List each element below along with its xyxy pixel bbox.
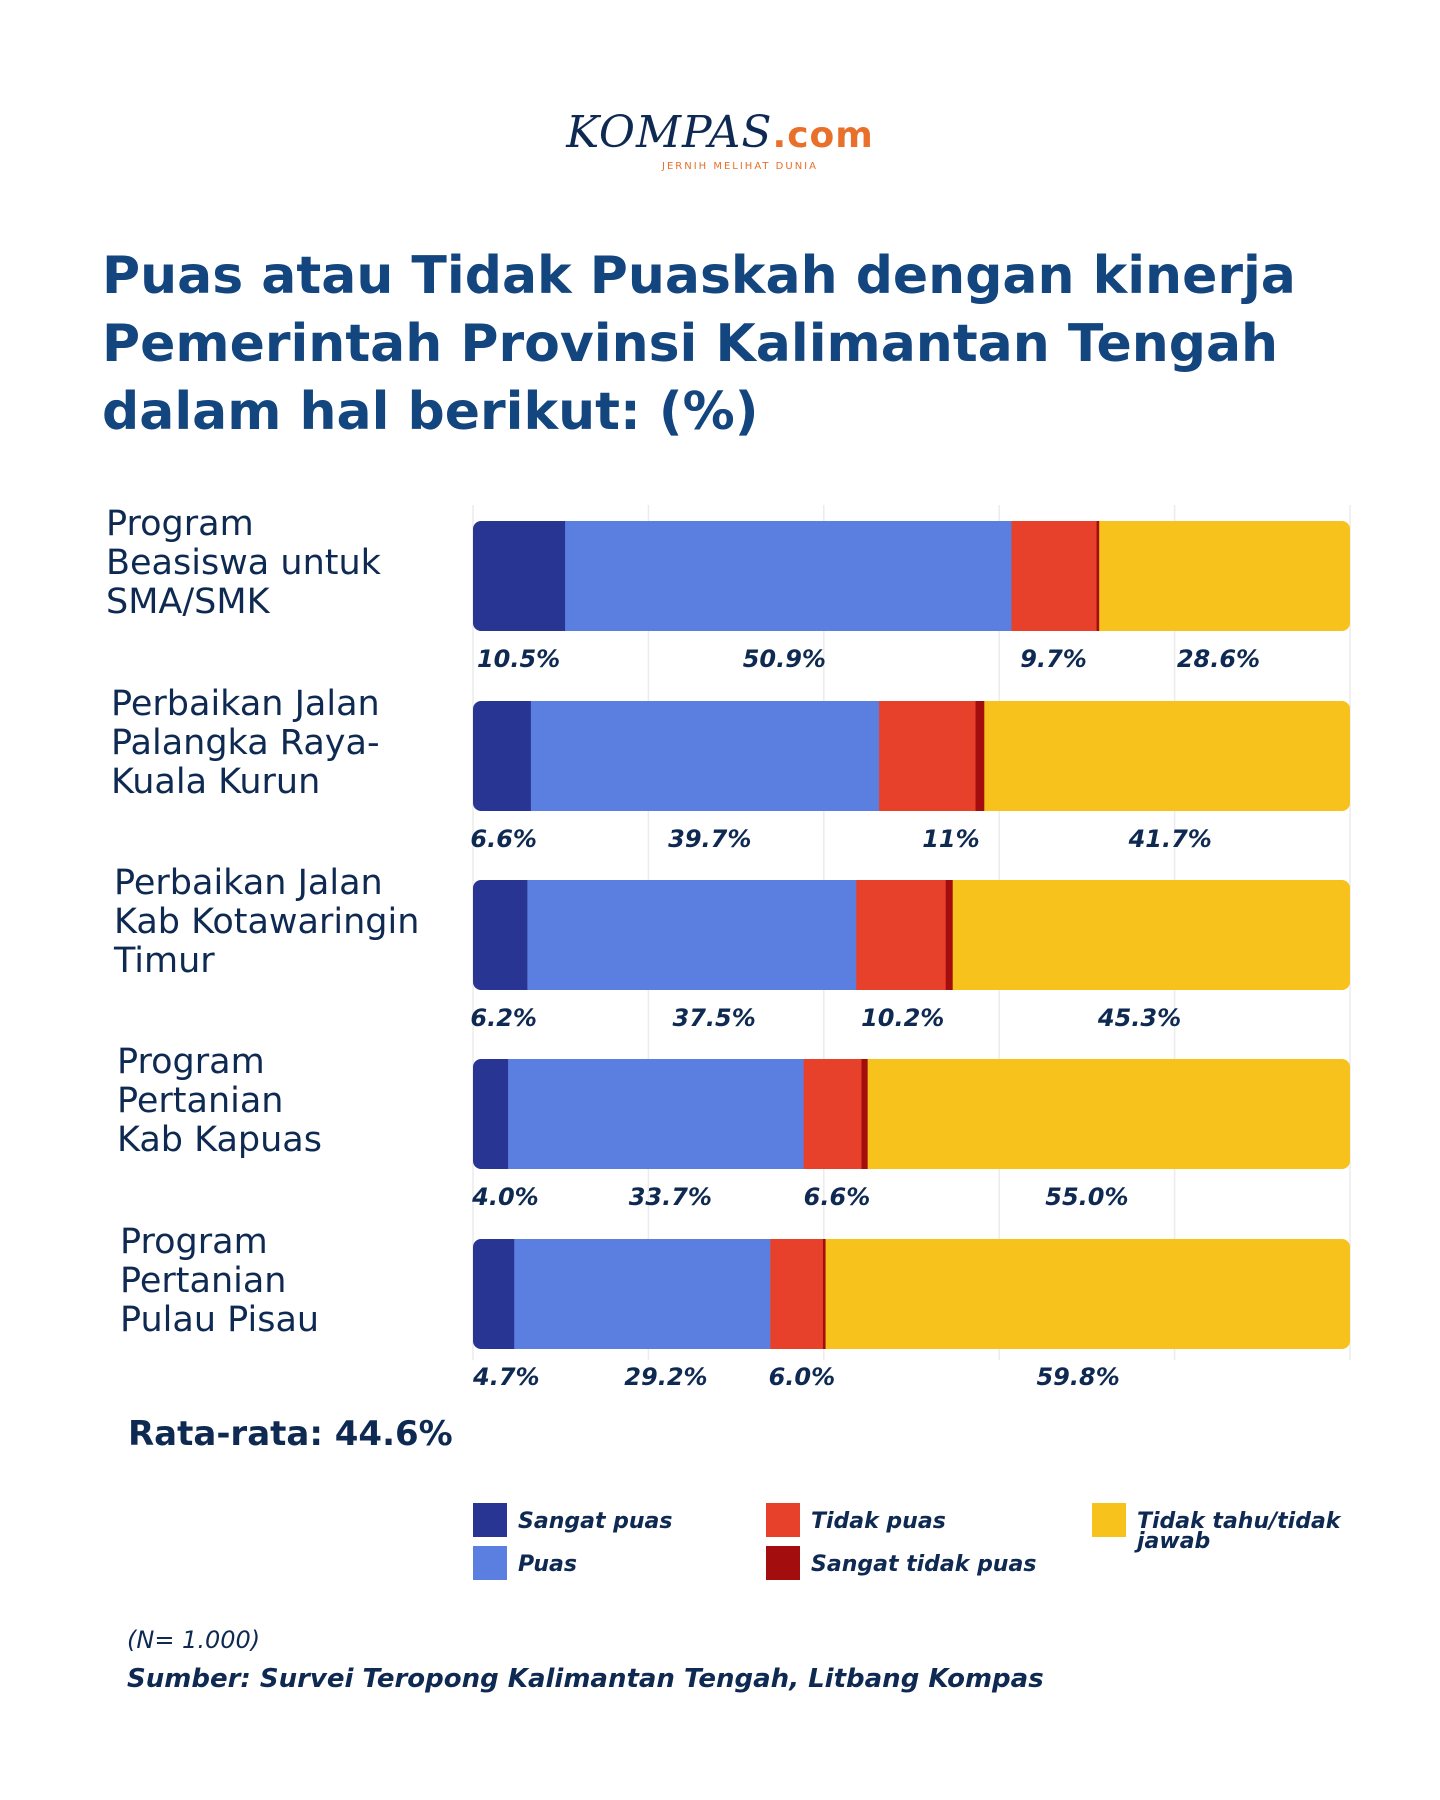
bar-segment <box>1096 521 1100 631</box>
kompas-logo: KOMPAS.com JERNIH MELIHAT DUNIA <box>0 107 1440 173</box>
bar-segment <box>856 880 947 990</box>
data-label: 37.5% <box>673 1004 756 1032</box>
data-label: 33.7% <box>629 1183 712 1211</box>
category-label-line: Perbaikan Jalan <box>114 863 383 903</box>
legend-label: Sangat puas <box>518 1509 672 1534</box>
data-label: 6.0% <box>769 1363 836 1391</box>
source-note: Sumber: Survei Teropong Kalimantan Tenga… <box>127 1664 1044 1694</box>
bar-segment <box>473 521 566 631</box>
data-label: 28.6% <box>1177 645 1260 673</box>
bar-segment <box>867 1059 1350 1169</box>
category-label-line: Kuala Kurun <box>111 762 320 802</box>
data-label: 29.2% <box>624 1363 707 1391</box>
bar-segment <box>530 701 880 811</box>
category-label-line: Timur <box>113 941 215 981</box>
bar-segment <box>984 701 1350 811</box>
legend-label-line: jawab <box>1134 1529 1210 1554</box>
chart-title: Puas atau Tidak Puaskah dengan kinerja P… <box>102 246 1296 442</box>
data-label: 11% <box>922 825 979 853</box>
category-label: Perbaikan Jalan Palangka Raya-Kuala Kurun <box>111 684 380 802</box>
category-label-line: Pertanian <box>120 1261 287 1301</box>
legend-swatch <box>1092 1503 1126 1537</box>
category-label-line: Program <box>106 504 254 544</box>
chart-footer: (N= 1.000) Sumber: Survei Teropong Kalim… <box>127 1626 1327 1694</box>
bar-segment <box>473 1059 509 1169</box>
bar-segment <box>822 1239 827 1349</box>
legend-label: Tidak puas <box>811 1509 946 1534</box>
bar-segment <box>770 1239 824 1349</box>
legend-swatch <box>473 1546 507 1580</box>
bar-segment <box>1099 521 1350 631</box>
bar-segment <box>952 880 1350 990</box>
category-label-line: Program <box>117 1042 265 1082</box>
data-label: 4.7% <box>472 1363 540 1391</box>
bar-segment <box>514 1239 771 1349</box>
legend-label: Tidak tahu/tidak jawab <box>1134 1509 1342 1554</box>
legend-label: Puas <box>518 1552 577 1577</box>
legend-swatch <box>766 1546 800 1580</box>
data-label: 59.8% <box>1036 1363 1119 1391</box>
data-label: 10.2% <box>861 1004 944 1032</box>
category-label: Program Pertanian Pulau Pisau <box>120 1222 319 1340</box>
bar-segment <box>527 880 857 990</box>
category-label: Program Pertanian Kab Kapuas <box>117 1042 322 1160</box>
category-label-line: Kab Kotawaringin <box>114 902 419 942</box>
bar-segment <box>473 701 532 811</box>
category-label-line: Pulau Pisau <box>120 1300 319 1340</box>
bar-row <box>473 1239 1350 1349</box>
legend-label: Sangat tidak puas <box>811 1552 1036 1577</box>
bar-row <box>473 701 1350 811</box>
data-label: 9.7% <box>1020 645 1087 673</box>
bar-segment <box>565 521 1012 631</box>
average-label: Rata-rata: 44.6% <box>128 1414 453 1454</box>
category-label-line: Pertanian <box>117 1081 284 1121</box>
legend-swatch <box>766 1503 800 1537</box>
category-label-line: SMA/SMK <box>106 582 271 622</box>
data-label: 4.0% <box>471 1183 539 1211</box>
legend-swatch <box>473 1503 507 1537</box>
data-label: 6.6% <box>470 825 537 853</box>
bar-segment <box>861 1059 869 1169</box>
bar-segment <box>803 1059 863 1169</box>
category-label-line: Program <box>120 1222 268 1262</box>
sample-size-note: (N= 1.000) <box>127 1626 261 1654</box>
bar-segment <box>1011 521 1098 631</box>
category-label-line: Palangka Raya- <box>111 723 380 763</box>
bar-row <box>473 880 1350 990</box>
bar-row <box>473 521 1350 631</box>
bar-segment <box>975 701 985 811</box>
logo-main-text: KOMPAS <box>566 107 773 158</box>
data-label: 6.2% <box>470 1004 537 1032</box>
category-label-line: Beasiswa untuk <box>106 543 382 583</box>
category-label-line: Kab Kapuas <box>117 1120 322 1160</box>
category-label-line: Perbaikan Jalan <box>111 684 380 724</box>
logo-tagline: JERNIH MELIHAT DUNIA <box>662 161 818 172</box>
bar-segment <box>508 1059 805 1169</box>
bar-segment <box>473 1239 515 1349</box>
data-label: 55.0% <box>1045 1183 1128 1211</box>
bar-segment <box>879 701 977 811</box>
legend-label-line: Tidak tahu/tidak <box>1137 1509 1342 1534</box>
data-label: 6.6% <box>804 1183 871 1211</box>
data-label: 10.5% <box>477 645 560 673</box>
bar-row <box>473 1059 1350 1169</box>
bar-segment <box>473 880 528 990</box>
category-label: Program Beasiswa untuk SMA/SMK <box>106 504 382 622</box>
category-label: Perbaikan Jalan Kab Kotawaringin Timur <box>113 863 419 981</box>
data-label: 45.3% <box>1097 1004 1181 1032</box>
bar-segment <box>945 880 954 990</box>
data-label: 50.9% <box>743 645 826 673</box>
bar-segment <box>825 1239 1350 1349</box>
data-label: 41.7% <box>1128 825 1212 853</box>
logo-domain-text: .com <box>772 115 874 156</box>
data-label: 39.7% <box>668 825 751 853</box>
